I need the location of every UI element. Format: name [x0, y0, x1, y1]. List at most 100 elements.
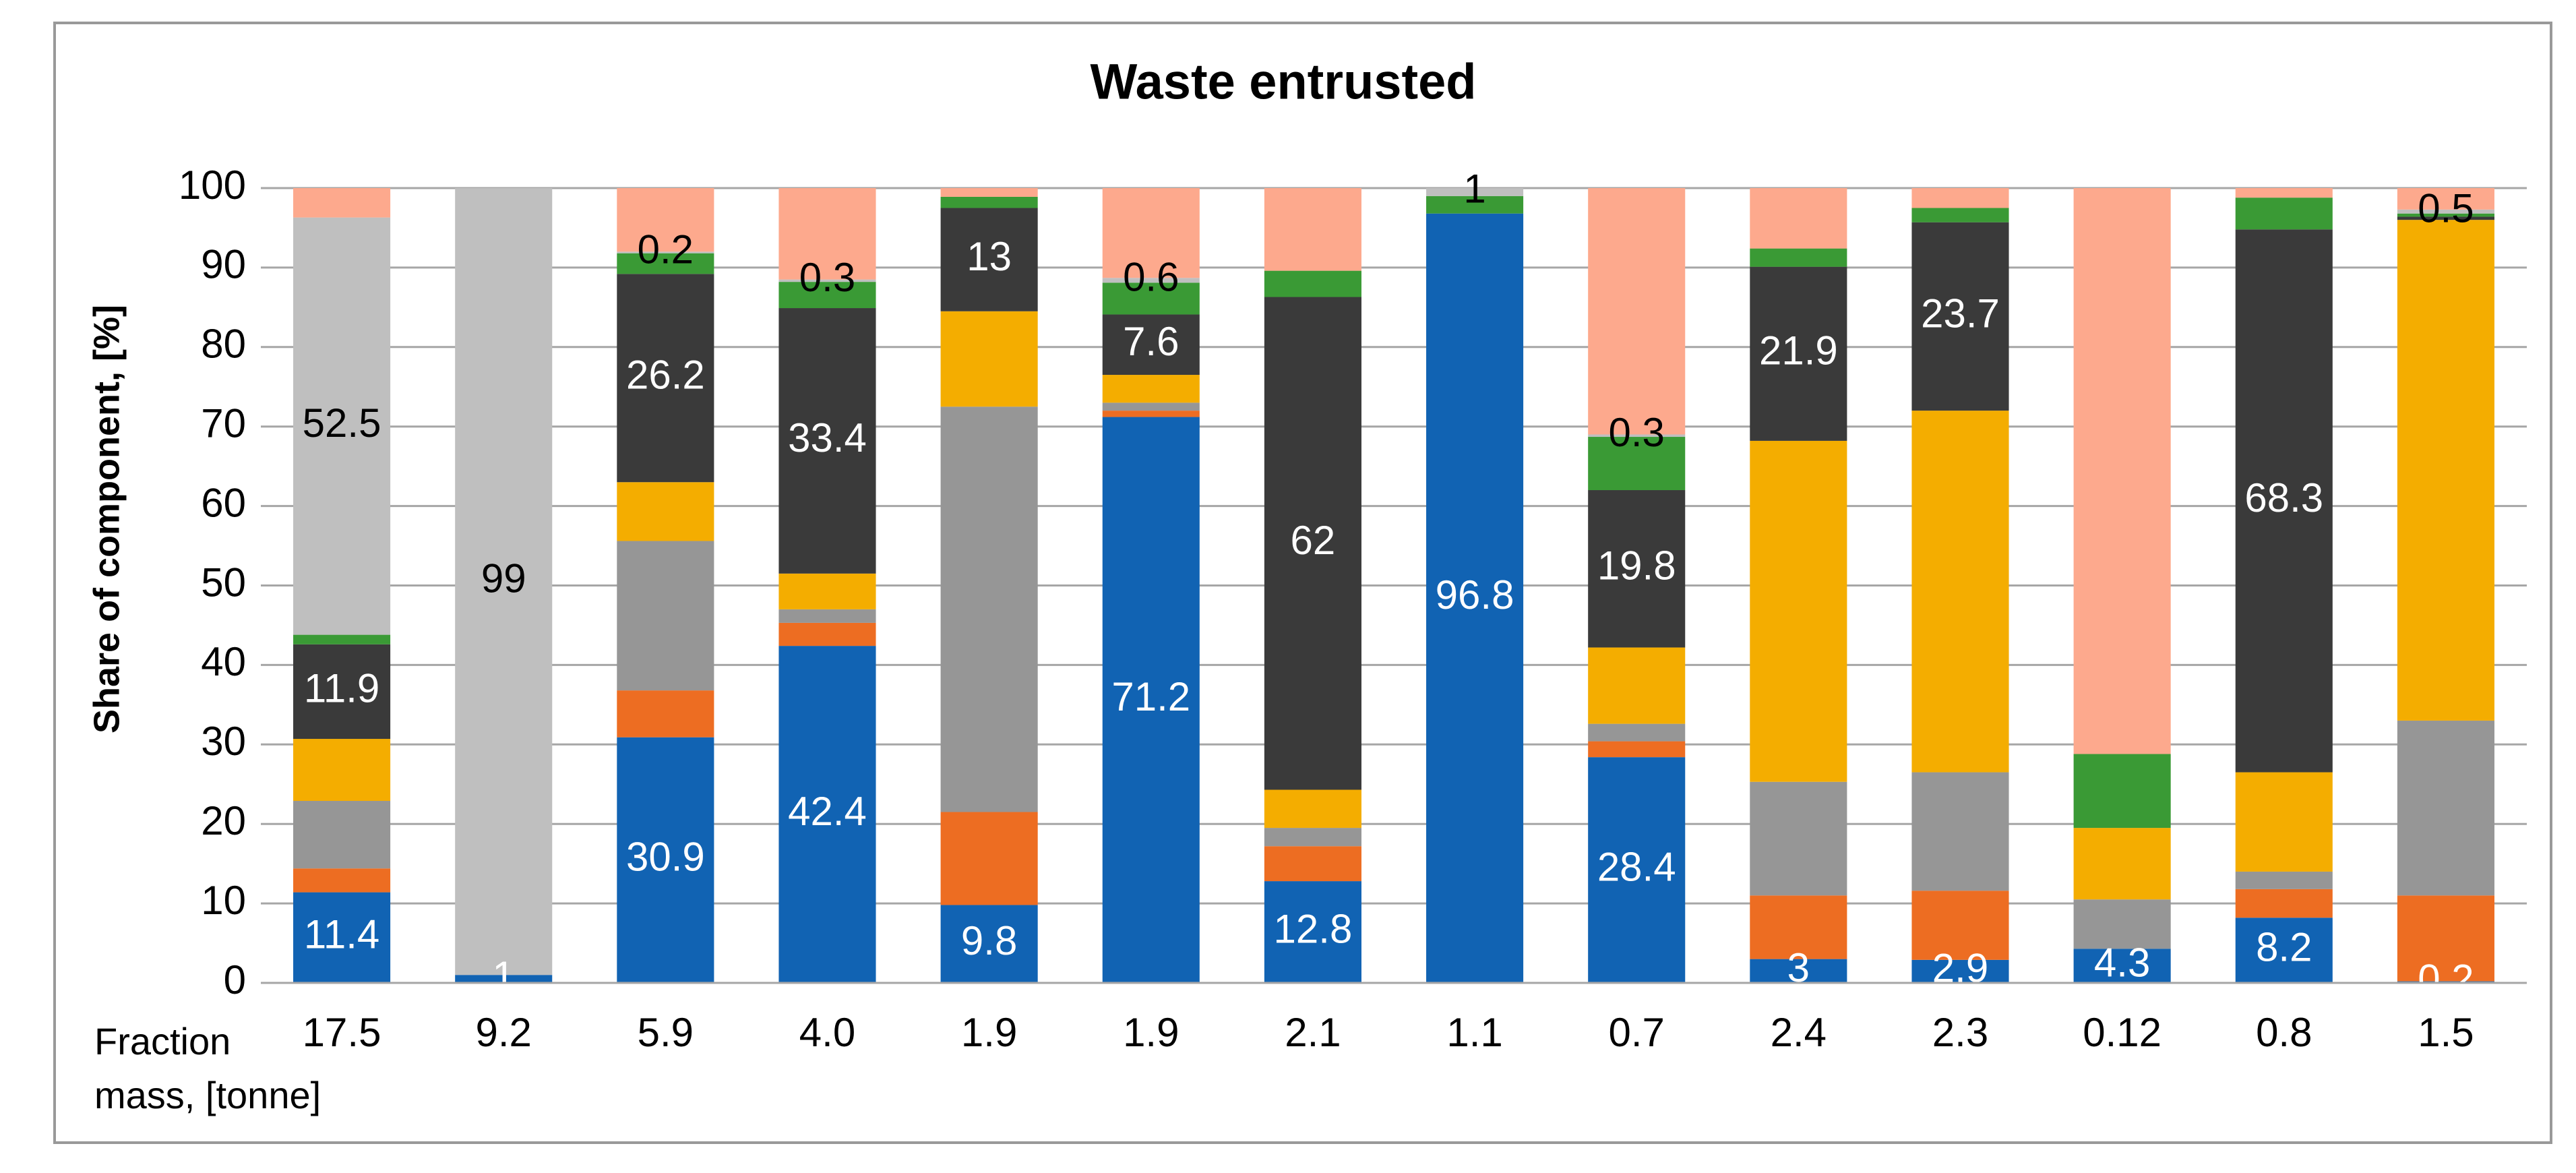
bar-segment — [2397, 213, 2494, 217]
data-label: 0.2 — [2418, 957, 2474, 1002]
data-label: 19.8 — [1597, 543, 1676, 589]
bar-segment — [2073, 949, 2171, 983]
data-label: 21.9 — [1759, 328, 1838, 373]
x-tick-label: 1.1 — [1446, 1010, 1502, 1055]
bar-segment — [293, 188, 391, 218]
y-tick-label: 10 — [201, 878, 246, 923]
x-tick-label: 2.1 — [1285, 1010, 1341, 1055]
bar-segment — [1911, 208, 2009, 222]
bar-segment — [1588, 757, 1686, 983]
data-label: 2.9 — [1932, 946, 1988, 991]
bar-segment — [1750, 440, 1847, 782]
bar-segment — [617, 690, 714, 738]
bar-segment — [940, 311, 1038, 407]
bar-segment — [778, 308, 876, 574]
y-tick-label: 40 — [201, 639, 246, 684]
bar-segment — [2235, 188, 2333, 198]
bar-segment — [293, 739, 391, 802]
bar-segment — [778, 282, 876, 309]
bar-segment — [2397, 720, 2494, 896]
bar-segment — [2235, 772, 2333, 872]
bar-segment — [293, 868, 391, 893]
bar-segment — [2397, 220, 2494, 721]
bar-segment — [778, 609, 876, 623]
y-tick-label: 30 — [201, 719, 246, 764]
y-tick-label: 90 — [201, 242, 246, 287]
data-label: 8.2 — [2256, 925, 2312, 970]
bar-segment — [617, 482, 714, 541]
bar-segment — [1264, 881, 1361, 983]
bar-segment — [1102, 402, 1200, 411]
data-label: 4.3 — [2094, 940, 2150, 985]
data-label: 23.7 — [1921, 291, 2000, 336]
bar-segment — [1264, 828, 1361, 847]
bar-segment — [617, 541, 714, 691]
bar-segment — [1102, 314, 1200, 375]
bar-segment — [2397, 188, 2494, 210]
x-tick-label: 4.0 — [799, 1010, 855, 1055]
bar-segment — [293, 644, 391, 740]
bar-segment — [1588, 490, 1686, 648]
data-label: 12.8 — [1274, 906, 1353, 951]
bar-segment — [778, 279, 876, 282]
x-tick-label: 1.5 — [2418, 1010, 2474, 1055]
bar-segment — [617, 737, 714, 983]
chart-title: Waste entrusted — [1091, 54, 1477, 110]
bar-segment — [1102, 375, 1200, 403]
bar-segment — [940, 188, 1038, 197]
bar-segment — [2397, 209, 2494, 214]
bar-segment — [1588, 723, 1686, 742]
bar-segment — [1911, 959, 2009, 983]
bar-segment — [940, 196, 1038, 208]
bar-segment — [1750, 188, 1847, 249]
bar-segment — [293, 892, 391, 983]
data-label: 1 — [1463, 167, 1485, 212]
data-label: 1 — [493, 953, 515, 998]
layer — [293, 188, 2494, 983]
bar-segment — [1588, 434, 1686, 438]
data-label: 0.6 — [1123, 255, 1179, 300]
bar-segment — [1264, 188, 1361, 271]
y-tick-label: 60 — [201, 480, 246, 525]
bar-segment — [1911, 891, 2009, 960]
x-tick-label: 17.5 — [303, 1010, 381, 1055]
bar-segment — [1102, 282, 1200, 315]
data-label: 0.3 — [1609, 410, 1665, 455]
bar-segment — [293, 217, 391, 635]
bar-segment — [1264, 789, 1361, 829]
data-label: 0.3 — [799, 255, 855, 300]
x-tick-label: 1.9 — [961, 1010, 1017, 1055]
bar-segment — [2235, 229, 2333, 773]
x-tick-label: 9.2 — [476, 1010, 532, 1055]
bar-segment — [1911, 188, 2009, 208]
y-tick-label: 20 — [201, 798, 246, 843]
bar-segment — [1102, 188, 1200, 278]
bar-segment — [1750, 266, 1847, 441]
bar-segment — [1102, 278, 1200, 283]
bar-segment — [1588, 647, 1686, 724]
bar-segment — [2073, 899, 2171, 949]
data-label: 68.3 — [2244, 475, 2323, 520]
bar-segment — [1750, 959, 1847, 983]
bar-segment — [2235, 871, 2333, 889]
data-label: 52.5 — [303, 400, 381, 446]
y-tick-label: 50 — [201, 560, 246, 605]
data-label: 0.5 — [2418, 186, 2474, 231]
x-tick-label: 0.8 — [2256, 1010, 2312, 1055]
bar-segment — [1588, 741, 1686, 758]
bar-segment — [1911, 222, 2009, 411]
data-label: 28.4 — [1597, 844, 1676, 889]
layer: 010203040506070809010017.511.411.952.59.… — [179, 162, 2527, 1055]
data-label: 33.4 — [788, 415, 867, 460]
bar-segment — [1426, 188, 1524, 196]
x-tick-label: 2.3 — [1932, 1010, 1988, 1055]
x-tick-label: 1.9 — [1123, 1010, 1179, 1055]
x-tick-label: 2.4 — [1771, 1010, 1827, 1055]
data-label: 11.9 — [304, 666, 379, 711]
x-tick-label: 0.12 — [2083, 1010, 2161, 1055]
bar-segment — [2073, 828, 2171, 900]
bar-segment — [617, 274, 714, 483]
bar-segment — [940, 407, 1038, 812]
